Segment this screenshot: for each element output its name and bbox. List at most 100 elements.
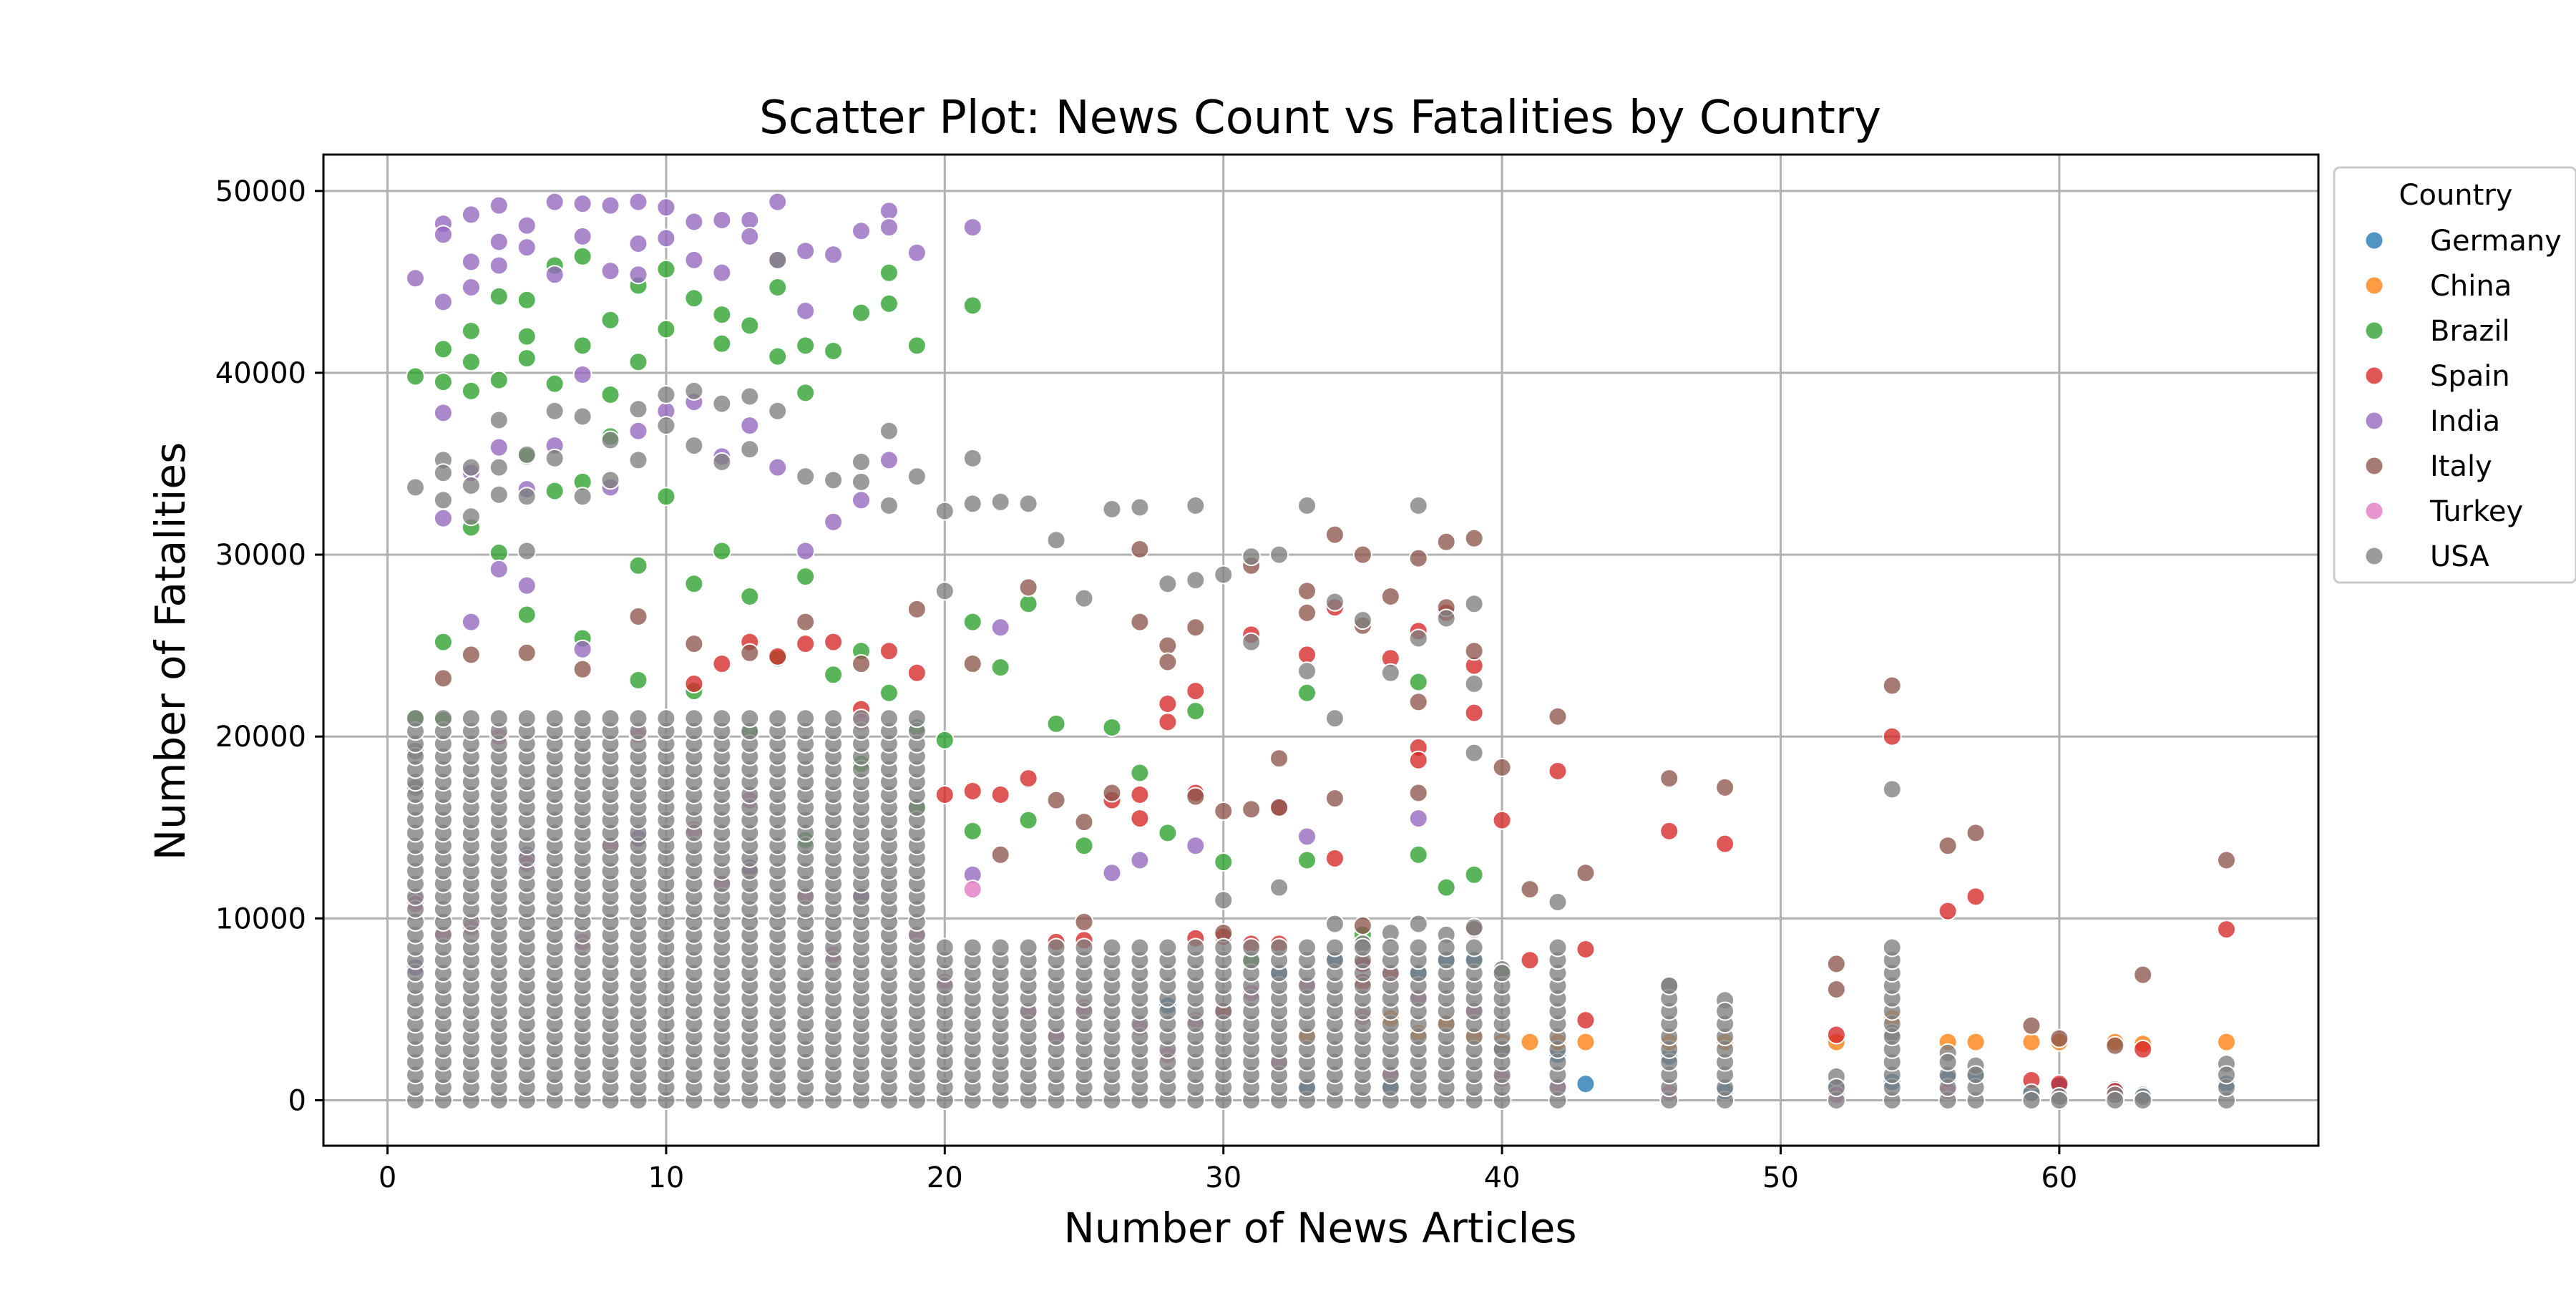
point-india — [1297, 827, 1317, 847]
legend-item-turkey: Turkey — [2364, 495, 2523, 528]
point-china — [2021, 1032, 2041, 1052]
point-brazil — [461, 321, 481, 341]
point-usa — [1102, 500, 1122, 520]
point-brazil — [545, 481, 565, 501]
point-usa — [1436, 608, 1456, 628]
point-usa — [1464, 917, 1484, 937]
point-usa — [1492, 963, 1512, 983]
point-usa — [656, 384, 676, 404]
point-italy — [1492, 757, 1512, 777]
point-spain — [990, 785, 1010, 805]
point-india — [684, 212, 704, 232]
point-spain — [1715, 834, 1735, 854]
point-brazil — [712, 333, 732, 354]
point-usa — [1130, 937, 1150, 958]
point-brazil — [517, 290, 537, 310]
legend-item-usa: USA — [2364, 540, 2489, 573]
series-italy — [433, 525, 2237, 1056]
point-usa — [517, 487, 537, 507]
legend-marker — [2364, 546, 2384, 566]
point-brazil — [1297, 683, 1317, 703]
point-usa — [1158, 937, 1178, 958]
point-spain — [2217, 920, 2237, 940]
point-india — [517, 575, 537, 595]
point-spain — [1659, 821, 1679, 841]
legend-item-italy: Italy — [2364, 450, 2492, 483]
point-brazil — [517, 326, 537, 346]
point-india — [1130, 850, 1150, 870]
point-italy — [2049, 1028, 2069, 1048]
point-usa — [740, 439, 760, 459]
point-usa — [1464, 937, 1484, 958]
point-usa — [1214, 937, 1234, 958]
point-china — [1576, 1032, 1596, 1052]
point-india — [489, 195, 509, 215]
point-usa — [1214, 890, 1234, 910]
point-usa — [1241, 937, 1262, 958]
point-india — [656, 228, 676, 248]
point-brazil — [572, 336, 592, 356]
point-spain — [2133, 1039, 2153, 1059]
point-usa — [1186, 937, 1206, 958]
point-italy — [740, 643, 760, 663]
point-turkey — [962, 880, 982, 900]
point-brazil — [684, 574, 704, 594]
point-spain — [684, 674, 704, 694]
x-tick-label: 50 — [1762, 1161, 1799, 1194]
legend-label: Germany — [2430, 225, 2562, 258]
point-italy — [1130, 539, 1150, 559]
point-brazil — [712, 305, 732, 325]
point-brazil — [1130, 763, 1150, 783]
point-brazil — [628, 352, 648, 372]
point-italy — [2105, 1036, 2125, 1056]
point-italy — [433, 668, 453, 688]
point-china — [1520, 1032, 1540, 1052]
point-italy — [2021, 1015, 2041, 1036]
legend-label: Turkey — [2429, 495, 2523, 528]
point-brazil — [1186, 701, 1206, 721]
point-usa — [1548, 937, 1568, 958]
point-spain — [1130, 785, 1150, 805]
legend-box — [2333, 166, 2576, 584]
point-brazil — [628, 555, 648, 575]
point-brazil — [1018, 810, 1038, 830]
legend-label: Brazil — [2430, 315, 2510, 348]
point-usa — [935, 581, 955, 601]
point-india — [796, 241, 816, 261]
legend: Country Germany China Brazil Spain India Ital… — [2333, 166, 2576, 584]
point-usa — [1324, 914, 1345, 934]
point-brazil — [600, 384, 620, 404]
point-italy — [1464, 641, 1484, 661]
point-usa — [1269, 877, 1289, 897]
point-usa — [1882, 937, 1902, 958]
point-usa — [517, 541, 537, 561]
point-italy — [1158, 635, 1178, 656]
point-india — [740, 210, 760, 230]
point-usa — [1186, 570, 1206, 590]
point-brazil — [489, 543, 509, 563]
point-usa — [1966, 1065, 1986, 1085]
point-india — [684, 250, 704, 270]
point-usa — [1352, 610, 1372, 630]
legend-title: Country — [2399, 179, 2513, 212]
point-spain — [768, 646, 788, 666]
point-italy — [1520, 880, 1540, 900]
point-india — [461, 205, 481, 225]
legend-marker — [2364, 501, 2384, 521]
point-india — [600, 261, 620, 281]
point-brazil — [572, 246, 592, 266]
point-italy — [990, 844, 1010, 864]
point-usa — [1464, 594, 1484, 614]
point-italy — [1102, 783, 1122, 803]
point-brazil — [852, 303, 872, 323]
point-usa — [2217, 1065, 2237, 1085]
point-italy — [684, 634, 704, 654]
point-brazil — [433, 372, 453, 392]
point-india — [879, 201, 899, 221]
point-usa — [1464, 674, 1484, 694]
point-brazil — [656, 487, 676, 507]
point-spain — [935, 785, 955, 805]
point-brazil — [656, 319, 676, 339]
point-india — [1408, 809, 1428, 829]
point-usa — [1882, 779, 1902, 799]
